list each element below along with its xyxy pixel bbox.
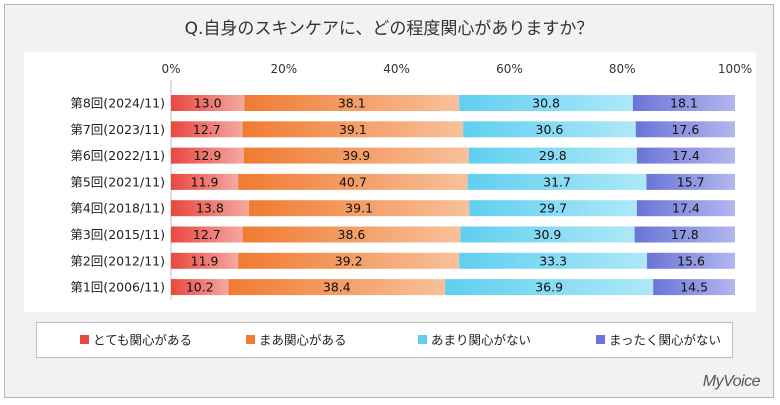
- data-label: 13.8: [196, 201, 224, 216]
- data-label: 18.1: [670, 96, 698, 111]
- bar-segment: [469, 200, 637, 217]
- data-label: 15.7: [677, 174, 705, 189]
- bar-segment: [244, 95, 460, 111]
- legend-swatch: [596, 335, 605, 344]
- bar-segment: [171, 147, 244, 164]
- data-label: 12.7: [193, 122, 221, 137]
- data-label: 29.7: [539, 201, 567, 216]
- bar-segment: [171, 173, 239, 190]
- bar-segment: [634, 226, 735, 243]
- bar-segment: [635, 121, 735, 138]
- data-label: 17.8: [671, 227, 699, 242]
- brand-logo: MyVoice: [702, 373, 761, 390]
- data-label: 39.1: [339, 122, 367, 137]
- category-label: 第7回(2023/11): [70, 122, 165, 137]
- data-label: 12.7: [193, 227, 221, 242]
- x-tick-label: 100%: [718, 62, 752, 76]
- category-label: 第1回(2006/11): [70, 280, 165, 295]
- legend-swatch: [80, 335, 89, 344]
- data-label: 11.9: [191, 174, 219, 189]
- bar-segment: [467, 173, 647, 190]
- data-label: 17.4: [672, 201, 700, 216]
- data-label: 15.6: [677, 253, 705, 268]
- data-label: 17.4: [672, 148, 700, 163]
- x-tick-label: 40%: [383, 62, 410, 76]
- bar-segment: [647, 252, 735, 269]
- legend: [36, 322, 733, 358]
- legend-label: とても関心がある: [93, 333, 192, 348]
- legend-label: あまり関心がない: [431, 333, 531, 348]
- data-label: 17.6: [671, 122, 699, 137]
- bar-segment: [636, 200, 735, 217]
- bar-segment: [460, 226, 635, 243]
- bar-segment: [242, 226, 461, 243]
- data-label: 10.2: [186, 280, 214, 295]
- data-label: 38.1: [338, 96, 366, 111]
- bar-segment: [238, 173, 468, 190]
- data-label: 40.7: [339, 174, 367, 189]
- bar-segment: [468, 147, 637, 164]
- x-tick-label: 60%: [496, 62, 523, 76]
- category-label: 第3回(2015/11): [70, 227, 165, 242]
- bar-segment: [459, 95, 633, 111]
- data-label: 36.9: [535, 280, 563, 295]
- bar-segment: [653, 279, 735, 296]
- category-label: 第4回(2018/11): [70, 201, 165, 216]
- data-label: 31.7: [543, 174, 571, 189]
- legend-swatch: [418, 335, 427, 344]
- data-label: 33.3: [539, 253, 567, 268]
- category-label: 第2回(2012/11): [70, 253, 165, 268]
- data-label: 30.9: [534, 227, 562, 242]
- x-tick-label: 20%: [270, 62, 297, 76]
- bar-segment: [632, 95, 735, 111]
- legend-swatch: [246, 335, 255, 344]
- data-label: 11.9: [191, 253, 219, 268]
- data-label: 30.8: [532, 96, 560, 111]
- bar-segment: [463, 121, 636, 138]
- legend-label: まあ関心がある: [259, 333, 347, 348]
- data-label: 29.8: [539, 148, 567, 163]
- data-label: 38.4: [323, 280, 351, 295]
- bar-segment: [248, 200, 470, 217]
- data-label: 39.2: [335, 253, 363, 268]
- bar-segment: [243, 147, 469, 164]
- bar-segment: [171, 226, 243, 243]
- data-label: 39.9: [342, 148, 370, 163]
- bar-segment: [171, 252, 239, 269]
- x-tick-label: 80%: [609, 62, 636, 76]
- bar-segment: [171, 95, 245, 111]
- bar-segment: [171, 279, 229, 296]
- data-label: 30.6: [536, 122, 564, 137]
- data-label: 12.9: [193, 148, 221, 163]
- bar-segment: [171, 200, 249, 217]
- x-tick-label: 0%: [161, 62, 180, 76]
- data-label: 38.6: [338, 227, 366, 242]
- data-label: 39.1: [345, 201, 373, 216]
- bar-segment: [238, 252, 460, 269]
- category-label: 第5回(2021/11): [70, 174, 165, 189]
- bar-segment: [242, 121, 464, 138]
- bar-segment: [646, 173, 735, 190]
- category-label: 第6回(2022/11): [70, 148, 165, 163]
- category-label: 第8回(2024/11): [70, 96, 165, 111]
- data-label: 14.5: [680, 280, 708, 295]
- bar-segment: [459, 252, 648, 269]
- bar-segment: [228, 279, 446, 296]
- bar-segment: [636, 147, 735, 164]
- chart-title: Q.自身のスキンケアに、どの程度関心がありますか？: [184, 19, 594, 39]
- data-label: 13.0: [194, 96, 222, 111]
- bar-segment: [445, 279, 654, 296]
- bar-segment: [171, 121, 243, 138]
- legend-label: まったく関心がない: [609, 333, 721, 348]
